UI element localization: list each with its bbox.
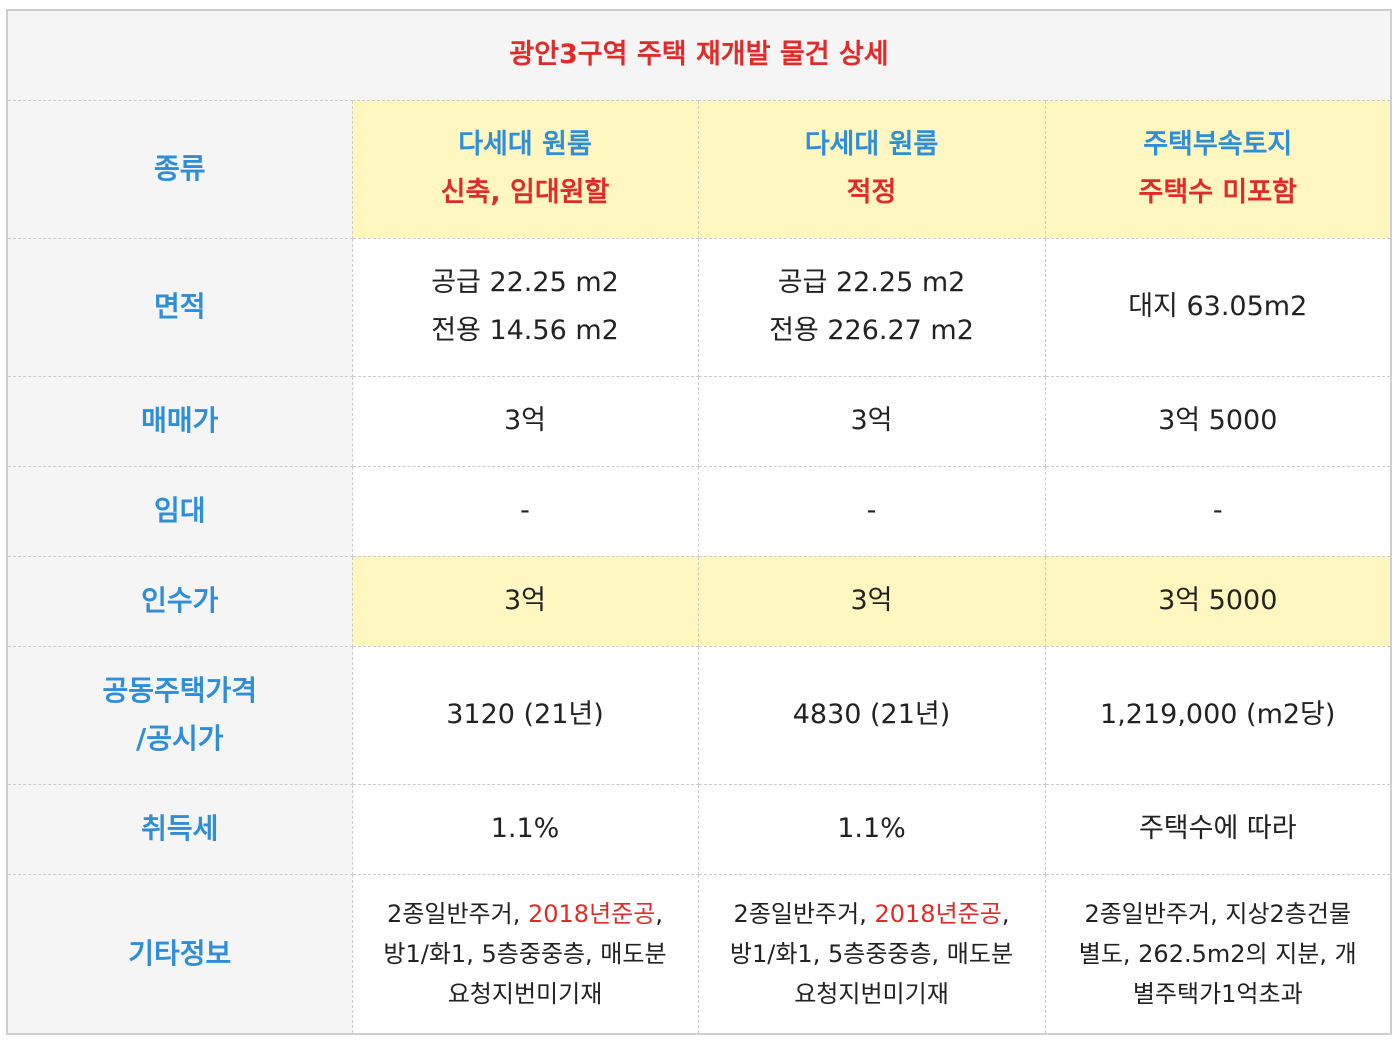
price-cell: 3억 5000 xyxy=(1044,375,1392,467)
row-etc: 기타정보 2종일반주거, 2018년준공, 방1/화1, 5층중중층, 매도분 … xyxy=(6,873,1392,1035)
etc-line: 별주택가1억초과 xyxy=(1132,979,1303,1008)
official-price-cell: 1,219,000 (m2당) xyxy=(1044,645,1392,785)
area-cell-3: 대지 63.05m2 xyxy=(1044,237,1392,377)
row-type: 종류 다세대 원룸 신축, 임대원할 다세대 원룸 적정 주택부속토지 주택수 … xyxy=(6,99,1392,239)
supply-area: 공급 22.25 m2 xyxy=(777,267,966,298)
type-name: 주택부속토지 xyxy=(1143,129,1293,160)
type-note: 주택수 미포함 xyxy=(1138,177,1297,208)
row-label-rent: 임대 xyxy=(6,465,353,557)
etc-line: 요청지번미기재 xyxy=(447,979,603,1008)
property-detail-table: 광안3구역 주택 재개발 물건 상세 종류 다세대 원룸 신축, 임대원할 다세… xyxy=(6,9,1392,1035)
etc-text: , xyxy=(655,899,663,928)
rent-cell: - xyxy=(351,465,699,557)
row-label-type: 종류 xyxy=(6,99,353,239)
etc-text: 2종일반주거, xyxy=(387,899,528,928)
price-cell: 3억 xyxy=(697,375,1046,467)
land-area: 대지 63.05m2 xyxy=(1128,291,1308,322)
tax-cell: 1.1% xyxy=(351,783,699,875)
tax-cell: 주택수에 따라 xyxy=(1044,783,1392,875)
row-label-tax: 취득세 xyxy=(6,783,353,875)
completion-year: 2018년준공 xyxy=(527,899,656,928)
row-tax: 취득세 1.1% 1.1% 주택수에 따라 xyxy=(6,783,1392,875)
etc-line: 2종일반주거, 2018년준공, xyxy=(359,894,692,934)
type-cell-2: 다세대 원룸 적정 xyxy=(697,99,1046,239)
etc-cell-1: 2종일반주거, 2018년준공, 방1/화1, 5층중중층, 매도분 요청지번미… xyxy=(351,873,699,1035)
label-line: 공동주택가격 xyxy=(102,674,258,707)
etc-cell-3: 2종일반주거, 지상2층건물 별도, 262.5m2의 지분, 개 별주택가1억… xyxy=(1044,873,1392,1035)
type-name: 다세대 원룸 xyxy=(458,129,592,160)
etc-line: 2종일반주거, 지상2층건물 xyxy=(1084,899,1352,928)
rent-cell: - xyxy=(1044,465,1392,557)
etc-line: 2종일반주거, 2018년준공, xyxy=(705,894,1039,934)
row-official-price: 공동주택가격 /공시가 3120 (21년) 4830 (21년) 1,219,… xyxy=(6,645,1392,785)
row-area: 면적 공급 22.25 m2 전용 14.56 m2 공급 22.25 m2 전… xyxy=(6,237,1392,377)
exclusive-area: 전용 226.27 m2 xyxy=(769,315,974,346)
row-rent: 임대 - - - xyxy=(6,465,1392,557)
price-cell: 3억 xyxy=(351,375,699,467)
type-name: 다세대 원룸 xyxy=(804,129,939,160)
etc-text: 2종일반주거, xyxy=(733,899,875,928)
table-title: 광안3구역 주택 재개발 물건 상세 xyxy=(6,9,1392,101)
type-cell-1: 다세대 원룸 신축, 임대원할 xyxy=(351,99,699,239)
type-cell-3: 주택부속토지 주택수 미포함 xyxy=(1044,99,1392,239)
acquire-cell: 3억 xyxy=(351,555,699,647)
label-line: /공시가 xyxy=(135,722,224,755)
tax-cell: 1.1% xyxy=(697,783,1046,875)
official-price-cell: 3120 (21년) xyxy=(351,645,699,785)
row-label-price: 매매가 xyxy=(6,375,353,467)
etc-line: 요청지번미기재 xyxy=(794,979,949,1008)
row-price: 매매가 3억 3억 3억 5000 xyxy=(6,375,1392,467)
area-cell-2: 공급 22.25 m2 전용 226.27 m2 xyxy=(697,237,1046,377)
exclusive-area: 전용 14.56 m2 xyxy=(431,315,619,346)
etc-line: 별도, 262.5m2의 지분, 개 xyxy=(1078,939,1357,968)
type-note: 신축, 임대원할 xyxy=(440,177,610,208)
supply-area: 공급 22.25 m2 xyxy=(431,267,619,298)
etc-text: , xyxy=(1001,899,1010,928)
row-acquire: 인수가 3억 3억 3억 5000 xyxy=(6,555,1392,647)
row-label-etc: 기타정보 xyxy=(6,873,353,1035)
rent-cell: - xyxy=(697,465,1046,557)
etc-cell-2: 2종일반주거, 2018년준공, 방1/화1, 5층중중층, 매도분 요청지번미… xyxy=(697,873,1046,1035)
row-label-area: 면적 xyxy=(6,237,353,377)
acquire-cell: 3억 5000 xyxy=(1044,555,1392,647)
etc-line: 방1/화1, 5층중중층, 매도분 xyxy=(729,939,1014,968)
type-note: 적정 xyxy=(846,177,897,208)
row-label-acquire: 인수가 xyxy=(6,555,353,647)
area-cell-1: 공급 22.25 m2 전용 14.56 m2 xyxy=(351,237,699,377)
official-price-cell: 4830 (21년) xyxy=(697,645,1046,785)
property-detail-table-wrapper: 광안3구역 주택 재개발 물건 상세 종류 다세대 원룸 신축, 임대원할 다세… xyxy=(6,9,1392,1035)
acquire-cell: 3억 xyxy=(697,555,1046,647)
row-label-official-price: 공동주택가격 /공시가 xyxy=(6,645,353,785)
etc-line: 방1/화1, 5층중중층, 매도분 xyxy=(383,939,667,968)
completion-year: 2018년준공 xyxy=(874,899,1002,928)
